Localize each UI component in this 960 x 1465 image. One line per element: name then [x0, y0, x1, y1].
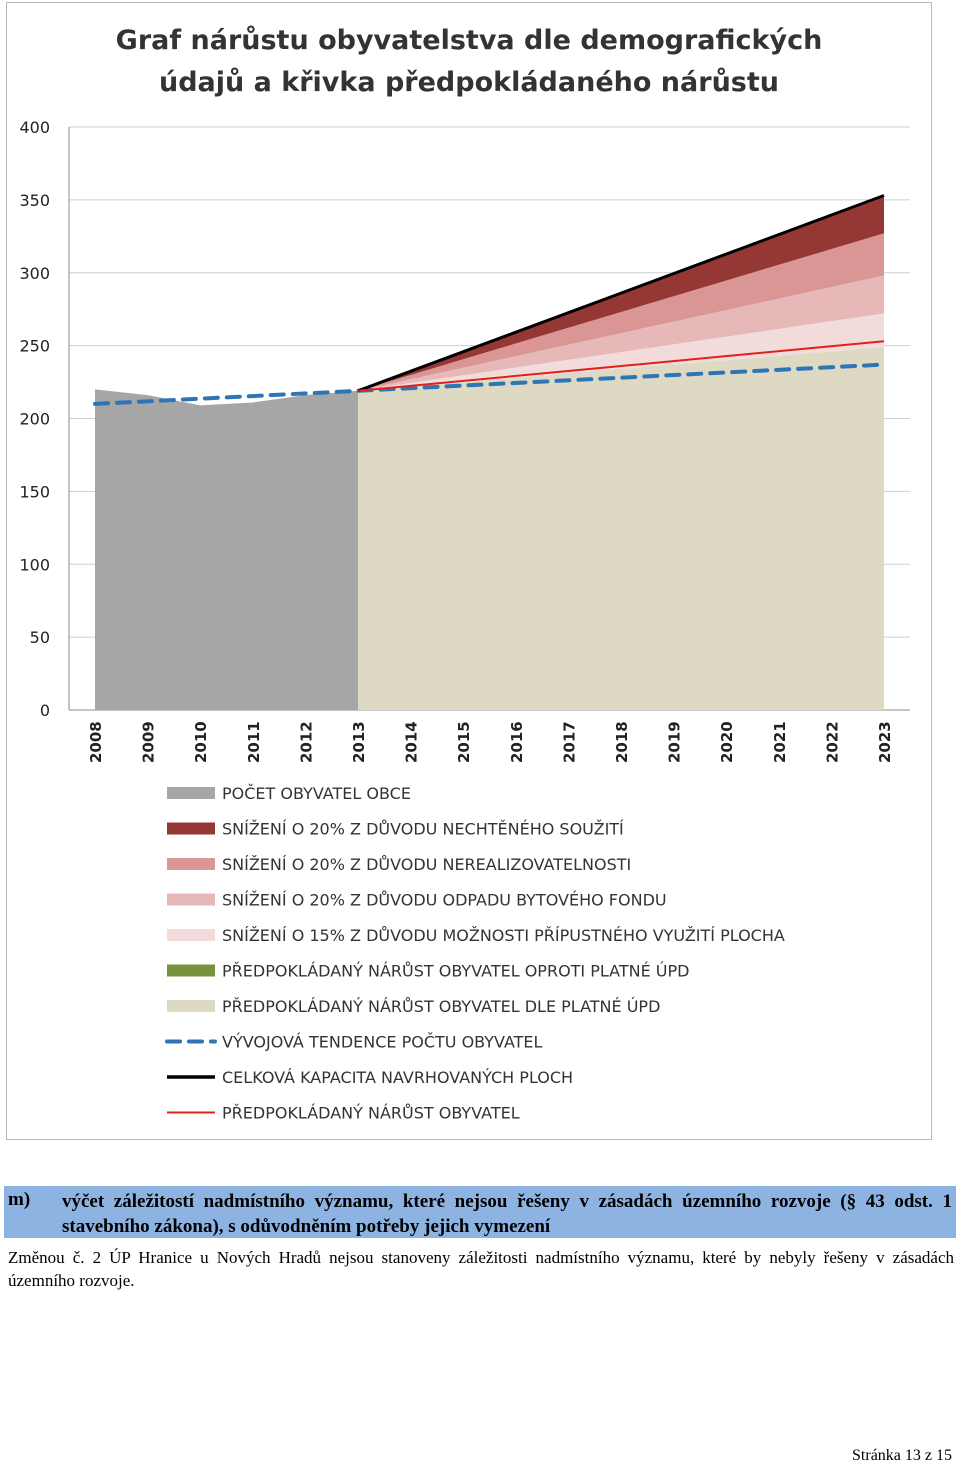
y-tick-label: 50: [30, 628, 50, 647]
x-tick-label: 2008: [87, 721, 105, 763]
x-tick-label: 2013: [350, 721, 368, 763]
x-tick-label: 2015: [455, 721, 473, 763]
y-tick-label: 300: [19, 264, 50, 283]
y-tick-label: 200: [19, 410, 50, 429]
population-chart: Graf nárůstu obyvatelstva dle demografic…: [19, 25, 910, 1123]
legend-label: PŘEDPOKLÁDANÝ NÁRŮST OBYVATEL DLE PLATNÉ…: [222, 997, 660, 1016]
legend-label: POČET OBYVATEL OBCE: [222, 784, 411, 803]
x-tick-label: 2016: [508, 721, 526, 763]
legend-label: SNÍŽENÍ O 15% Z DŮVODU MOŽNOSTI PŘÍPUSTN…: [222, 926, 785, 945]
y-tick-label: 250: [19, 337, 50, 356]
chart-frame: Graf nárůstu obyvatelstva dle demografic…: [6, 2, 932, 1140]
y-tick-label: 150: [19, 482, 50, 501]
legend-swatch: [167, 787, 215, 799]
x-tick-label: 2022: [823, 721, 841, 763]
chart-title-line: údajů a křivka předpokládaného nárůstu: [159, 67, 779, 98]
x-tick-label: 2020: [718, 721, 736, 763]
trend-line: [93, 362, 886, 406]
series-band: [358, 347, 884, 391]
x-tick-label: 2023: [876, 721, 894, 763]
x-tick-label: 2010: [192, 721, 210, 763]
section-heading: výčet záležitostí nadmístního významu, k…: [62, 1191, 952, 1237]
x-tick-label: 2014: [403, 721, 421, 763]
legend-label: PŘEDPOKLÁDANÝ NÁRŮST OBYVATEL OPROTI PLA…: [222, 962, 689, 981]
legend-label: SNÍŽENÍ O 20% Z DŮVODU NEREALIZOVATELNOS…: [222, 855, 631, 874]
legend-swatch: [167, 858, 215, 870]
legend-swatch: [167, 893, 215, 906]
legend-label: SNÍŽENÍ O 20% Z DŮVODU NECHTĚNÉHO SOUŽIT…: [222, 820, 624, 839]
series-band: [358, 233, 884, 391]
legend-label: VÝVOJOVÁ TENDENCE POČTU OBYVATEL: [222, 1033, 543, 1052]
legend-swatch: [167, 1000, 215, 1012]
y-tick-label: 100: [19, 555, 50, 574]
legend-swatch: [167, 929, 215, 941]
x-tick-label: 2019: [666, 721, 684, 763]
y-tick-label: 400: [19, 118, 50, 137]
x-tick-label: 2011: [245, 721, 263, 763]
x-tick-label: 2012: [297, 721, 315, 763]
x-tick-label: 2018: [613, 721, 631, 763]
series-line: [357, 340, 885, 392]
series-area: [95, 389, 358, 710]
chart-title-line: Graf nárůstu obyvatelstva dle demografic…: [116, 25, 823, 56]
legend-swatch: [167, 822, 215, 835]
series-band: [358, 313, 884, 391]
x-tick-label: 2021: [771, 721, 789, 763]
legend-label: SNÍŽENÍ O 20% Z DŮVODU ODPADU BYTOVÉHO F…: [222, 891, 667, 910]
page-number: Stránka 13 z 15: [852, 1447, 952, 1464]
series-line: [357, 194, 885, 393]
section-letter: m): [8, 1189, 31, 1210]
y-tick-label: 350: [19, 191, 50, 210]
legend-swatch: [167, 964, 215, 977]
series-band: [358, 275, 884, 391]
section-body: Změnou č. 2 ÚP Hranice u Nových Hradů ne…: [8, 1248, 954, 1290]
legend-label: CELKOVÁ KAPACITA NAVRHOVANÝCH PLOCH: [222, 1068, 573, 1087]
x-tick-label: 2017: [560, 721, 578, 763]
series-area: [358, 347, 884, 710]
x-tick-label: 2009: [140, 721, 158, 763]
y-tick-label: 0: [40, 701, 50, 720]
legend-label: PŘEDPOKLÁDANÝ NÁRŮST OBYVATEL: [222, 1104, 520, 1123]
section-heading-bar: [4, 1186, 956, 1238]
